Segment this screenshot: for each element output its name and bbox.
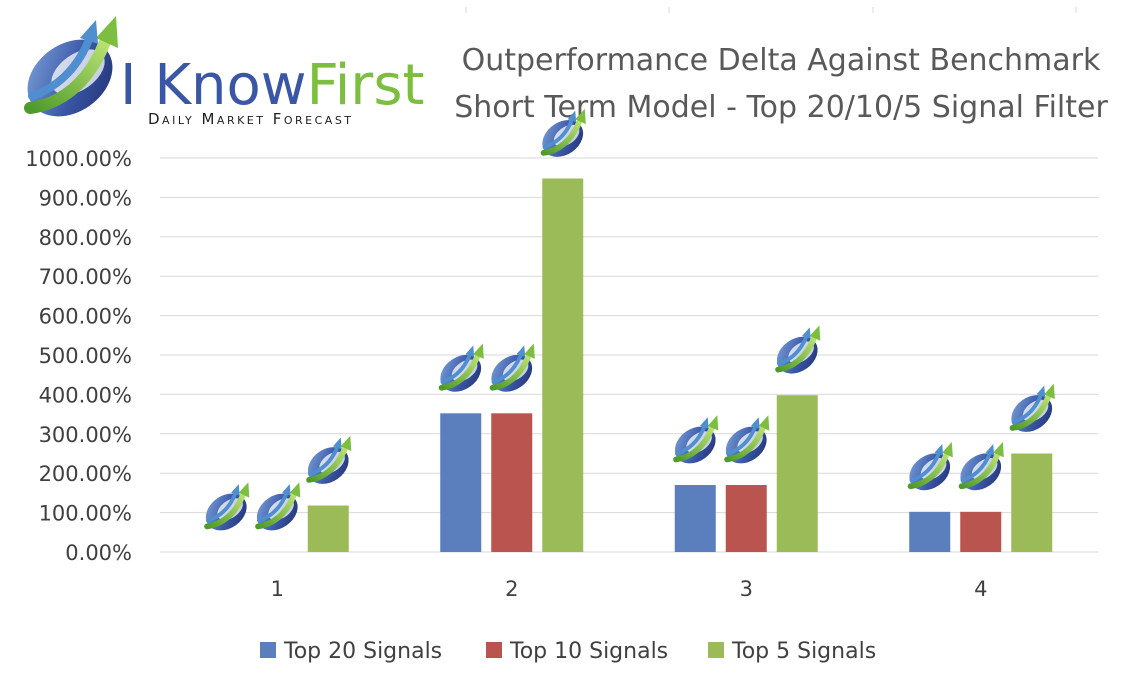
y-tick-label: 700.00% [39,265,132,289]
bar-top-5-signals-cat-1 [307,505,349,552]
legend-swatch [708,642,724,658]
bar-top-5-signals-cat-2 [542,178,584,552]
y-tick-label: 900.00% [39,186,132,210]
y-tick-label: 200.00% [39,462,132,486]
logo-tagline: Daily Market Forecast [148,110,354,128]
bar-top-10-signals-cat-4 [960,511,1002,552]
legend: Top 20 Signals Top 10 Signals Top 5 Signal… [260,639,876,664]
y-tick-label: 1000.00% [25,147,132,171]
logo-marker-icon [719,415,774,471]
logo-icon [13,16,127,132]
logo-marker-icon [770,325,825,381]
logo-marker-icon [199,482,254,538]
y-tick-label: 500.00% [39,344,132,368]
chart-title-line-1: Outperformance Delta Against Benchmark [462,43,1101,78]
svg-text:I KnowFirst: I KnowFirst [120,53,424,118]
logo-marker-icon [668,415,723,471]
logo-marker-icon [1004,384,1059,440]
y-tick-label: 800.00% [39,226,132,250]
logo-marker-icon [902,442,957,498]
legend-label: Top 20 Signals [283,639,442,664]
x-category-label: 1 [271,577,284,601]
logo-marker-icon [433,344,488,400]
legend-label: Top 10 Signals [509,639,668,664]
bar-top-20-signals-cat-4 [909,511,951,552]
logo-marker-icon [301,436,356,492]
bars [307,178,1053,552]
legend-item-top-5-signals: Top 5 Signals [708,639,876,664]
logo-word-know: I Know [120,53,307,118]
legend-item-top-20-signals: Top 20 Signals [260,639,442,664]
logo-marker-icon [250,482,305,538]
y-tick-label: 400.00% [39,383,132,407]
x-category-label: 2 [505,577,518,601]
bar-top-10-signals-cat-3 [725,485,767,552]
y-tick-label: 0.00% [65,541,132,565]
bar-top-20-signals-cat-2 [440,413,482,552]
legend-swatch [486,642,502,658]
bar-top-20-signals-cat-3 [674,485,716,552]
y-axis-tick-labels: 0.00% 100.00% 200.00% 300.00% 400.00% 500.00%… [25,147,132,565]
y-tick-label: 100.00% [39,502,132,526]
legend-swatch [260,642,276,658]
chart-title-line-2: Short Term Model - Top 20/10/5 Signal Fi… [454,90,1108,125]
y-tick-label: 600.00% [39,305,132,329]
x-axis-category-labels: 1 2 3 4 [271,577,988,601]
spreadsheet-gridlines [0,0,1132,13]
y-tick-label: 300.00% [39,423,132,447]
x-category-label: 4 [974,577,987,601]
x-category-label: 3 [740,577,753,601]
legend-item-top-10-signals: Top 10 Signals [486,639,668,664]
bar-top-5-signals-cat-4 [1011,453,1053,552]
y-gridlines [160,157,1098,553]
logo-marker-icon [484,344,539,400]
logo-marker-icon [953,442,1008,498]
company-logo: I KnowFirst Daily Market Forecast [13,16,424,132]
bar-top-10-signals-cat-2 [491,413,533,552]
logo-word-first: First [307,53,425,118]
legend-label: Top 5 Signals [731,639,876,664]
bar-top-5-signals-cat-3 [776,395,818,552]
